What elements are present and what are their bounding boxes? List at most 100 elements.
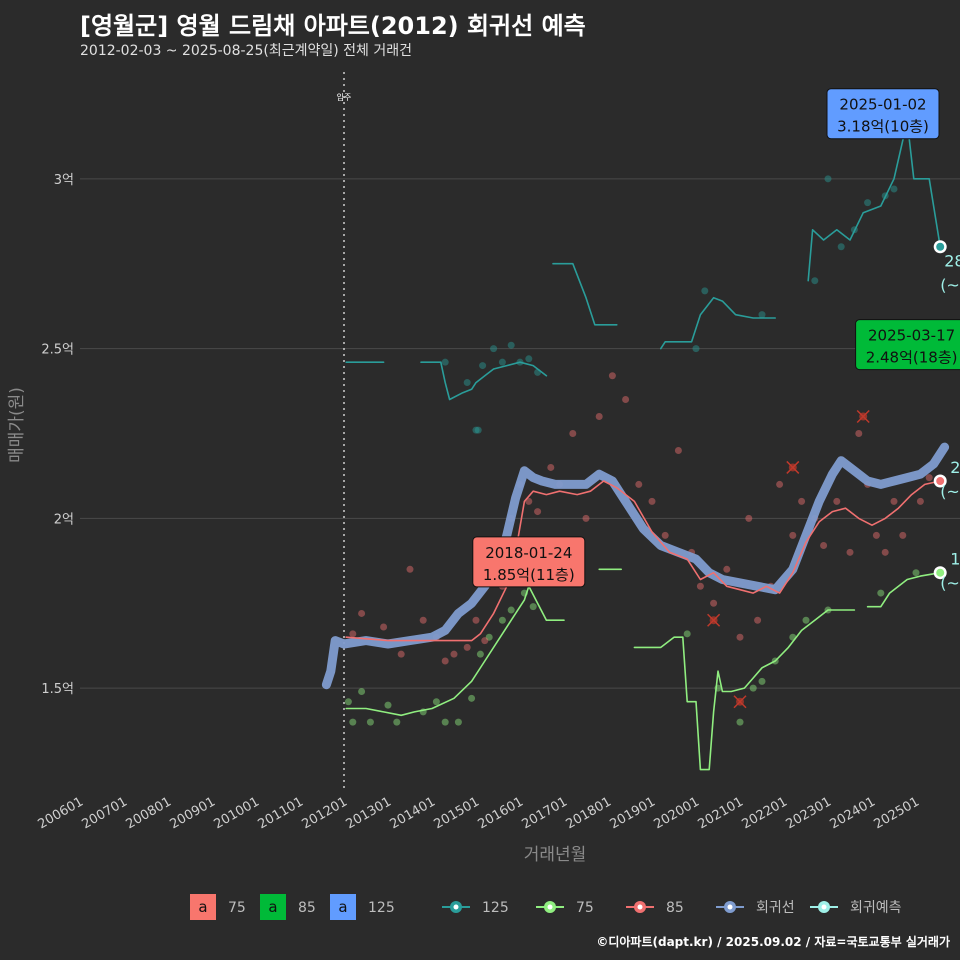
cross-x — [786, 460, 800, 474]
scatter-point-85 — [745, 514, 753, 522]
scatter-point-85 — [595, 413, 603, 421]
scatter-point-75 — [344, 698, 352, 706]
scatter-point-85 — [472, 616, 480, 624]
footer-credit: ©디아파트(dapt.kr) / 2025.09.02 / 자료=국토교통부 실… — [596, 935, 950, 949]
scatter-point-85 — [855, 429, 863, 437]
x-tick-label: 200801 — [124, 794, 174, 832]
x-tick-label: 201801 — [564, 794, 614, 832]
y-tick-label: 2.5억 — [41, 343, 74, 358]
scatter-point-85 — [789, 531, 797, 539]
scatter-point-75 — [358, 688, 366, 696]
x-axis-title: 거래년월 — [524, 845, 587, 865]
annotation-date: 2025-01-02 — [839, 96, 926, 114]
scatter-point-85 — [349, 630, 357, 638]
scatter-point-125 — [474, 426, 482, 434]
scatter-point-85 — [916, 497, 924, 505]
scatter-point-85 — [696, 582, 704, 590]
legend-marker-core — [727, 904, 733, 910]
x-tick-label: 201501 — [432, 794, 482, 832]
scatter-point-125 — [498, 358, 506, 366]
annotation-bg — [826, 88, 940, 140]
move-in-label: 입주 — [337, 93, 352, 102]
scatter-point-75 — [393, 718, 401, 726]
scatter-point-85 — [525, 497, 533, 505]
cross-marker — [856, 409, 870, 424]
scatter-point-125 — [490, 345, 498, 353]
scatter-point-75 — [736, 718, 744, 726]
x-tick-label: 200701 — [80, 794, 130, 832]
legend-label-회귀선: 회귀선 — [756, 900, 795, 916]
scatter-point-75 — [498, 616, 506, 624]
series-line-75 — [345, 568, 941, 771]
scatter-point-85 — [380, 623, 388, 631]
end-value-125: 28,000 — [944, 252, 960, 271]
scatter-point-85 — [925, 474, 933, 482]
legend-glyph: a — [268, 898, 277, 916]
scatter-point-75 — [485, 633, 493, 641]
scatter-point-85 — [661, 531, 669, 539]
x-tick-label: 202501 — [872, 794, 922, 832]
y-tick-label: 3억 — [54, 173, 74, 188]
legend-swatch-125 — [330, 894, 356, 920]
scatter-point-85 — [846, 548, 854, 556]
scatter-point-85 — [481, 637, 489, 645]
annotation-box: 2025-01-02 3.18억(10층) — [826, 88, 940, 140]
scatter-point-85 — [890, 497, 898, 505]
scatter-point-125 — [441, 358, 449, 366]
annotation-box: 2018-01-24 1.85억(11층) — [472, 536, 586, 588]
legend-glyph: a — [198, 898, 207, 916]
x-tick-label: 201301 — [344, 794, 394, 832]
scatter-point-75 — [912, 569, 920, 577]
scatter-point-125 — [864, 199, 872, 207]
scatter-point-75 — [384, 701, 392, 709]
scatter-point-85 — [397, 650, 405, 658]
cross-marker — [786, 460, 800, 474]
scatter-point-85 — [547, 463, 555, 471]
scatter-point-75 — [507, 606, 515, 614]
scatter-point-75 — [529, 603, 537, 611]
scatter-point-85 — [881, 548, 889, 556]
x-tick-label: 202101 — [696, 794, 746, 832]
scatter-point-75 — [476, 650, 484, 658]
scatter-point-85 — [582, 514, 590, 522]
legend-label-75: 75 — [576, 900, 594, 916]
legend-label-125: 125 — [482, 900, 509, 916]
series-line-125 — [345, 120, 941, 401]
cross-marker — [707, 613, 721, 627]
cross-x — [733, 695, 747, 709]
y-axis-title: 매매가(원) — [7, 387, 27, 463]
end-marker-core-85 — [936, 477, 945, 486]
scatter-point-85 — [635, 480, 643, 488]
legend-marker-core — [453, 904, 459, 910]
x-tick-label: 200601 — [36, 794, 86, 832]
end-area-125: (~125㎡) — [940, 276, 960, 295]
scatter-point-75 — [432, 698, 440, 706]
annotation-value: 3.18억(10층) — [837, 118, 929, 136]
scatter-point-85 — [798, 497, 806, 505]
scatter-point-75 — [877, 589, 885, 597]
annotation-box: 2025-03-17 2.48억(18층) — [855, 319, 960, 371]
scatter-point-85 — [872, 531, 880, 539]
annotation-value: 1.85억(11층) — [483, 566, 575, 584]
cross-x — [707, 613, 721, 627]
scatter-point-125 — [824, 175, 832, 183]
scatter-point-75 — [349, 718, 357, 726]
scatter-point-85 — [358, 609, 366, 617]
scatter-point-75 — [454, 718, 462, 726]
scatter-point-125 — [507, 341, 515, 349]
scatter-point-125 — [837, 243, 845, 251]
scatter-point-125 — [758, 311, 766, 319]
annotation-value: 2.48억(18층) — [866, 349, 958, 367]
x-tick-label: 201101 — [256, 794, 306, 832]
scatter-point-75 — [366, 718, 374, 726]
scatter-point-75 — [802, 616, 810, 624]
scatter-point-75 — [683, 630, 691, 638]
end-value-85: 21,144 — [950, 458, 960, 477]
legend-label-85: 85 — [666, 900, 684, 916]
scatter-point-85 — [463, 643, 471, 651]
scatter-point-75 — [468, 694, 476, 702]
x-tick-label: 201201 — [300, 794, 350, 832]
y-tick-label: 1.5억 — [41, 682, 74, 697]
legend-label-125: 125 — [368, 900, 395, 916]
